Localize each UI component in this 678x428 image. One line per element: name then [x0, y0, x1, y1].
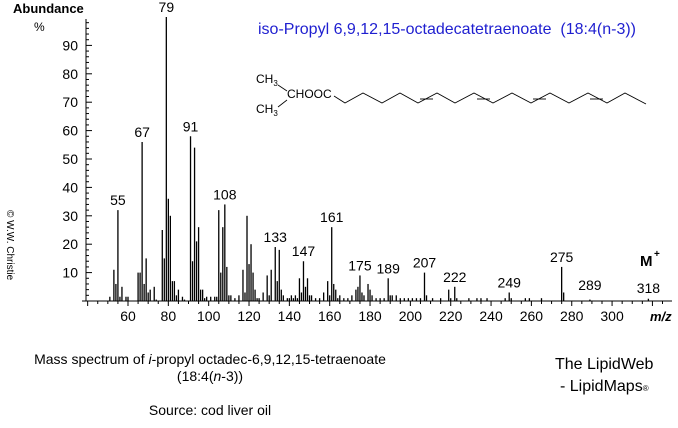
registered-mark: ®: [642, 384, 649, 393]
caption: Mass spectrum of i-propyl octadec-6,9,12…: [20, 351, 400, 385]
svg-text:CH3: CH3: [256, 72, 278, 88]
y-tick-label: 30: [62, 208, 78, 224]
y-axis-title: Abundance: [13, 1, 84, 16]
y-tick-label: 80: [62, 66, 78, 82]
y-tick-label: 70: [62, 94, 78, 110]
peak-label: 249: [498, 274, 522, 290]
y-tick-label: 20: [62, 236, 78, 252]
x-tick-label: 120: [237, 308, 261, 324]
x-tick-label: 100: [197, 308, 221, 324]
svg-text:+: +: [654, 249, 660, 260]
peak-label: 318: [637, 280, 661, 296]
y-tick-label: 90: [62, 37, 78, 53]
peak-bars: [109, 17, 650, 301]
x-tick-label: 160: [318, 308, 342, 324]
brand-line-1: The LipidWeb: [555, 356, 654, 373]
source-note: Source: cod liver oil: [148, 402, 272, 418]
x-tick-label: 140: [278, 308, 302, 324]
peak-label: 108: [213, 186, 237, 202]
svg-text:M: M: [640, 253, 653, 270]
peak-label: 161: [320, 209, 344, 225]
y-tick-label: 40: [62, 179, 78, 195]
chemical-structure: CH3 CH3 CHOOC: [256, 72, 647, 118]
x-tick-label: 60: [120, 308, 136, 324]
y-tick-label: 10: [62, 265, 78, 281]
axes: 10 20 30 40 50 60 70 80 90 60 80 100 120 140 160 180 200…: [62, 19, 672, 324]
peak-label: 133: [264, 229, 288, 245]
brand-line-2: - LipidMaps®: [560, 378, 649, 395]
peak-label: 189: [377, 260, 401, 276]
y-tick-label: 50: [62, 151, 78, 167]
copyright-notice: © W.W. Christie: [4, 210, 15, 281]
peak-label: 79: [159, 0, 175, 15]
svg-text:CH3: CH3: [256, 102, 278, 118]
molecular-ion-label: M +: [640, 249, 660, 270]
x-tick-label: 180: [358, 308, 382, 324]
x-tick-label: 80: [161, 308, 177, 324]
x-tick-label: 260: [520, 308, 544, 324]
x-axis-title: m/z: [650, 309, 672, 324]
peak-label: 289: [578, 277, 602, 293]
x-tick-label: 240: [479, 308, 503, 324]
svg-text:CHOOC: CHOOC: [287, 87, 332, 101]
compound-title: iso-Propyl 6,9,12,15-octadecatetraenoate…: [258, 21, 636, 38]
peak-label: 275: [550, 249, 574, 265]
peak-label: 222: [443, 269, 467, 285]
x-tick-label: 280: [560, 308, 584, 324]
y-axis-unit: %: [34, 20, 45, 34]
caption-line-1: Mass spectrum of i-propyl octadec-6,9,12…: [34, 351, 386, 367]
x-tick-label: 300: [600, 308, 624, 324]
peak-label: 55: [110, 192, 126, 208]
y-tick-label: 60: [62, 123, 78, 139]
peak-label: 67: [134, 124, 150, 140]
x-tick-label: 200: [399, 308, 423, 324]
peak-label: 147: [292, 243, 316, 259]
peak-label: 91: [183, 118, 199, 134]
x-tick-label: 220: [439, 308, 463, 324]
peak-label: 175: [348, 257, 372, 273]
caption-line-2: (18:4(n-3)): [176, 368, 244, 384]
peak-label: 207: [413, 255, 437, 271]
